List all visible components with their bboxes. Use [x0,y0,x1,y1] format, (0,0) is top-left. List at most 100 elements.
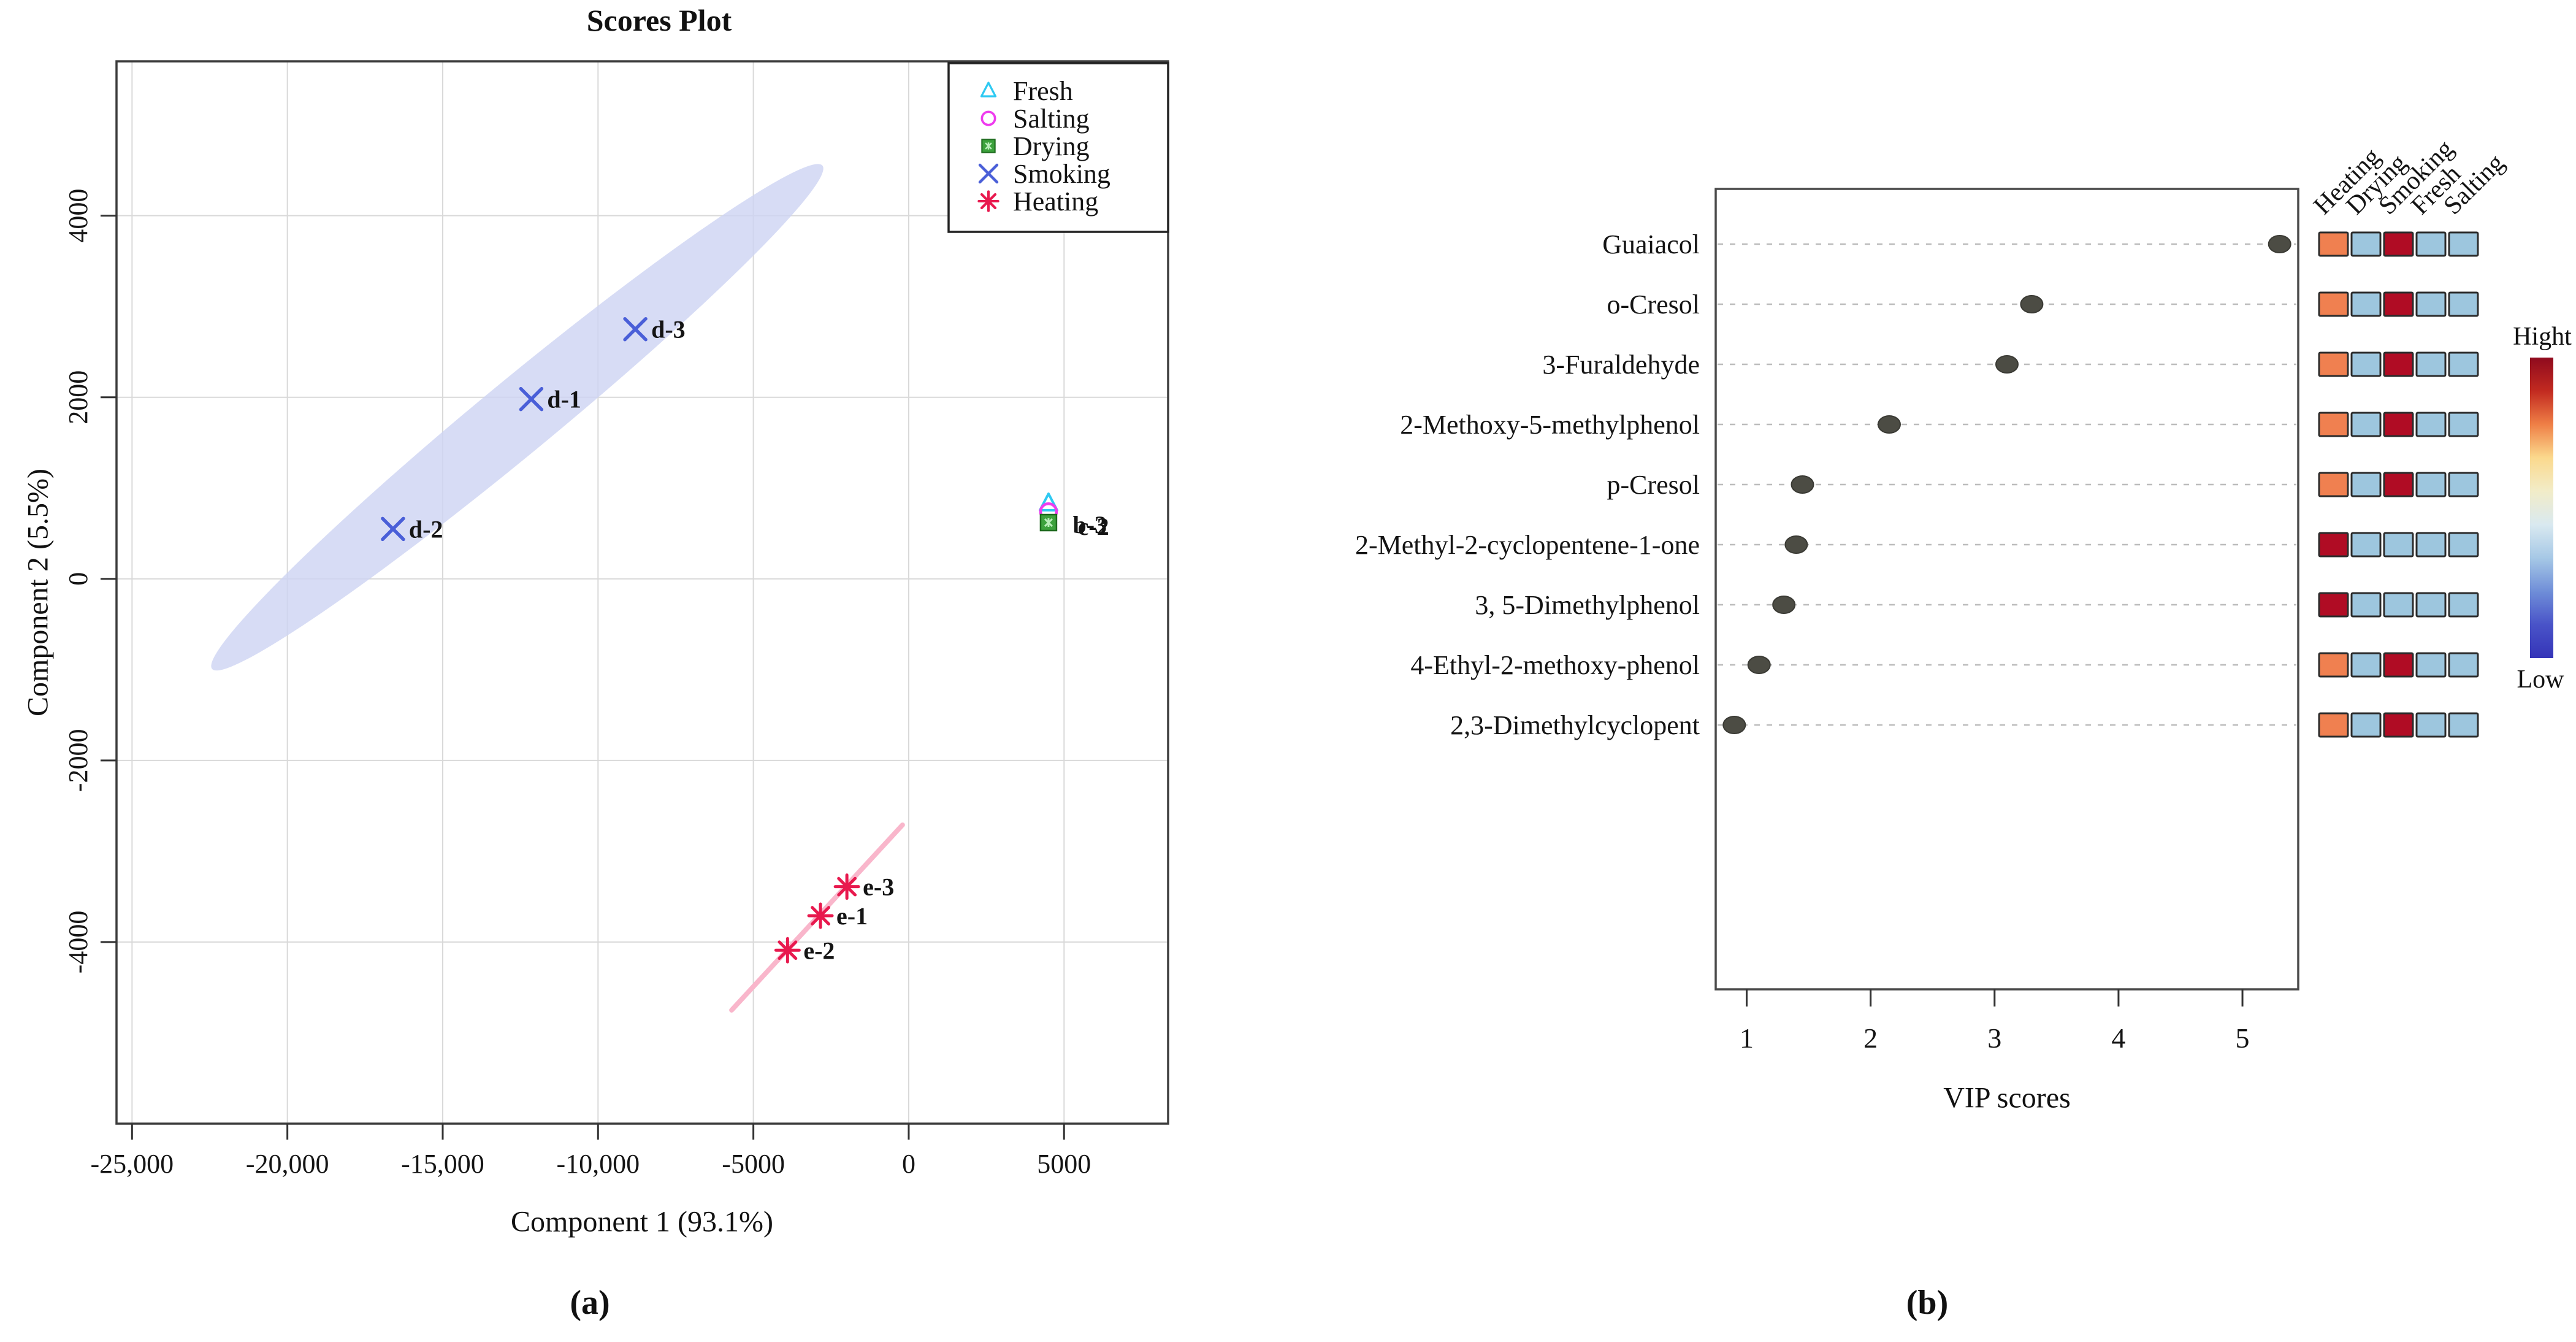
heatmap-cell [2318,712,2349,738]
heatmap-cell [2448,652,2479,678]
y-tick-label: -4000 [63,911,93,974]
compound-label: o-Cresol [1607,289,1700,320]
heatmap-cell [2350,231,2382,257]
x-tick-label: 4 [2111,1022,2125,1054]
heatmap-cell [2383,532,2414,558]
heatmap-cell [2383,712,2414,738]
colorbar-low-label: Low [2517,665,2564,694]
caption-b: (b) [1906,1284,1949,1322]
heatmap-cell [2350,652,2382,678]
point-label: d-2 [409,515,443,543]
x-marker [978,163,999,184]
x-tick-label: -10,000 [556,1149,640,1179]
vip-dot [1995,355,2019,374]
triangle-marker [1038,492,1058,512]
y-tick-label: 2000 [63,370,93,424]
heatmap-cell [2318,291,2349,317]
heatmap-cell [2318,532,2349,558]
scores-plot: -25,000 -20,000 -15,000 -10,000 -5000 0 5000 40… [63,60,1169,1179]
heatmap-cell [2448,532,2479,558]
heatmap-cell [2415,231,2447,257]
y-tick-label: 4000 [63,189,93,243]
star-glyph [807,902,834,929]
x-glyph [381,516,405,542]
heatmap-cell [2350,472,2382,497]
heatmap-cell [2448,231,2479,257]
heatmap-cell [2383,351,2414,377]
legend-label: Salting [1013,104,1090,134]
colorbar-high-label: Hight [2513,323,2572,351]
heatmap-cell [2415,652,2447,678]
heatmap-cell [2448,712,2479,738]
point-label: e-3 [863,873,894,901]
heatmap-cell [2350,712,2382,738]
plot-frame [115,60,1169,1125]
smoking-confidence-ellipse [211,164,824,671]
x-marker [623,316,648,342]
x-glyph [623,316,648,342]
heatmap-cell [2318,652,2349,678]
point-label: d-1 [547,386,581,413]
x-tick-label: 5000 [1037,1149,1091,1179]
vip-dot [1877,415,1901,434]
heatmap-cell [2350,592,2382,618]
x-tick-label: 2 [1863,1022,1878,1054]
star-glyph [833,873,860,900]
heatmap-cell [2448,351,2479,377]
heatmap-cell [2448,412,2479,437]
heatmap-cell [2318,592,2349,618]
star-center [985,197,992,205]
compound-label: 2,3-Dimethylcyclopent [1450,710,1700,740]
x-glyph [519,386,544,412]
x-tick-label: 0 [902,1149,915,1179]
triangle-marker [980,82,997,98]
heatmap-cell [2415,472,2447,497]
panel-a-y-axis-label: Component 2 (5.5%) [21,469,55,716]
heatmap-cell [2383,472,2414,497]
x-tick-label: 3 [1987,1022,2001,1054]
heatmap-cell [2448,592,2479,618]
panel-b-x-axis-label: VIP scores [1943,1081,2071,1114]
heatmap-cell [2350,351,2382,377]
legend-label: Fresh [1013,76,1073,106]
star-marker [807,902,834,929]
x-tick-label: -20,000 [246,1149,329,1179]
compound-label: 4-Ethyl-2-methoxy-phenol [1410,650,1700,680]
square-marker [1039,513,1058,532]
heatmap-cell [2448,472,2479,497]
heatmap-cell [2415,532,2447,558]
compound-label: Guaiacol [1602,229,1700,259]
heatmap-cell [2415,412,2447,437]
star-center [843,883,851,891]
point-label: e-2 [803,937,835,964]
heatmap-cell [2318,472,2349,497]
point-label: e-1 [836,902,868,930]
heatmap-cell [2318,351,2349,377]
overlapping-point-label: b-3 [1072,511,1107,539]
vip-dot [2268,235,2291,253]
heatmap-cell [2318,412,2349,437]
panel-a-title: Scores Plot [586,3,732,37]
heatmap-cell [2448,291,2479,317]
x-marker [519,386,544,412]
star-marker [977,190,999,212]
heatmap-cell [2350,412,2382,437]
heatmap-cell [2383,231,2414,257]
point-label: d-3 [651,316,686,343]
vip-plot: Guaiacol o-Cresol 3-Furaldehyde 2-Methoxy-5… [1355,134,2553,1054]
compound-label: 3-Furaldehyde [1542,350,1700,380]
heatmap-cell [2383,592,2414,618]
compound-label: p-Cresol [1607,470,1700,500]
vip-dot [1772,596,1796,614]
star-center [783,946,792,954]
heatmap-cell [2415,712,2447,738]
colorbar [2530,358,2553,658]
vip-dot [1791,475,1814,494]
compound-label: 3, 5-Dimethylphenol [1475,590,1700,620]
x-tick-label: -5000 [722,1149,785,1179]
plot-frame [1714,188,2299,991]
heatmap-cell [2383,412,2414,437]
x-marker [381,516,405,542]
x-tick-label: -15,000 [401,1149,484,1179]
